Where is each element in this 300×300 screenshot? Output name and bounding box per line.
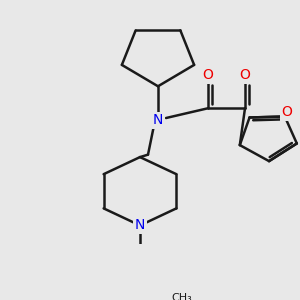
Text: O: O (202, 68, 213, 82)
Text: CH₃: CH₃ (171, 293, 192, 300)
Text: O: O (240, 68, 250, 82)
Text: N: N (153, 113, 163, 128)
Text: O: O (281, 105, 292, 119)
Text: N: N (135, 218, 145, 233)
